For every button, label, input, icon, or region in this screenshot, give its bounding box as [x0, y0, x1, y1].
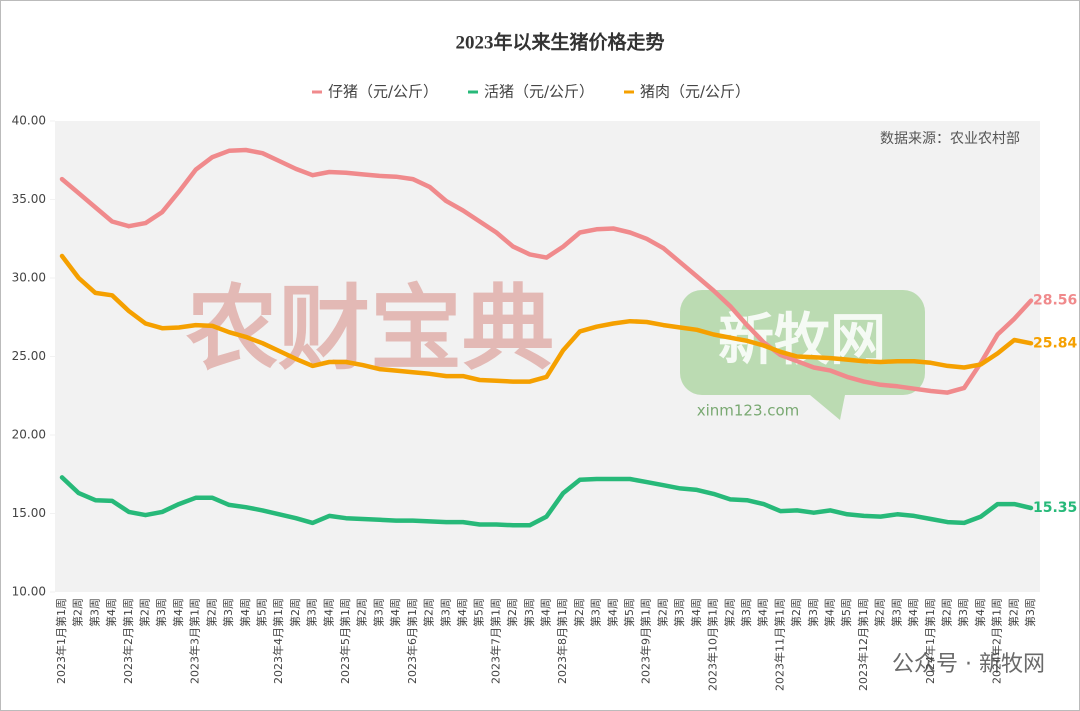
x-tick-label: 第4周	[455, 598, 469, 627]
x-tick-label: 2024年1月第1周	[923, 598, 937, 684]
x-tick-label: 第4周	[973, 598, 987, 627]
x-tick-label: 第4周	[689, 598, 703, 627]
x-tick-label: 第2周	[1006, 598, 1020, 627]
x-tick-label: 第4周	[388, 598, 402, 627]
x-tick-label: 第2周	[722, 598, 736, 627]
x-tick-label: 第3周	[221, 598, 235, 627]
y-tick-label: 30.00	[12, 271, 46, 285]
x-tick-label: 第3周	[672, 598, 686, 627]
x-tick-label: 第2周	[71, 598, 85, 627]
x-tick-label: 2023年11月第1周	[772, 598, 786, 691]
x-tick-label: 第3周	[87, 598, 101, 627]
x-tick-label: 2023年5月第1周	[338, 598, 352, 684]
chart-title: 2023年以来生猪价格走势	[455, 30, 664, 53]
x-tick-label: 2023年4月第1周	[271, 598, 285, 684]
x-tick-label: 第5周	[622, 598, 636, 627]
x-tick-label: 第3周	[739, 598, 753, 627]
x-tick-label: 2023年12月第1周	[856, 598, 870, 691]
x-tick-label: 2023年8月第1周	[555, 598, 569, 684]
end-value-label: 28.56	[1033, 293, 1077, 309]
x-tick-label: 2023年1月第1周	[54, 598, 68, 684]
y-tick-label: 15.00	[12, 506, 46, 520]
x-tick-label: 第3周	[522, 598, 536, 627]
legend-label: 猪肉（元/公斤）	[640, 83, 750, 101]
x-tick-label: 第3周	[956, 598, 970, 627]
x-tick-label: 第5周	[839, 598, 853, 627]
x-tick-label: 第3周	[589, 598, 603, 627]
x-tick-label: 第4周	[756, 598, 770, 627]
x-tick-label: 第3周	[305, 598, 319, 627]
x-tick-label: 第3周	[806, 598, 820, 627]
x-tick-label: 第5周	[254, 598, 268, 627]
x-tick-label: 2023年9月第1周	[639, 598, 653, 684]
x-tick-label: 第4周	[321, 598, 335, 627]
x-tick-label: 2023年10月第1周	[706, 598, 720, 691]
x-tick-label: 第2周	[789, 598, 803, 627]
y-tick-label: 10.00	[12, 585, 46, 599]
x-tick-label: 第2周	[355, 598, 369, 627]
x-tick-label: 第4周	[238, 598, 252, 627]
x-tick-label: 2023年7月第1周	[488, 598, 502, 684]
x-tick-label: 第2周	[939, 598, 953, 627]
x-tick-label: 2024年2月第1周	[990, 598, 1004, 684]
watermark: 公众号 · 新牧网	[892, 652, 1045, 677]
x-tick-label: 第2周	[288, 598, 302, 627]
x-tick-label: 第4周	[823, 598, 837, 627]
watermark: xinm123.com	[697, 402, 800, 420]
x-tick-label: 2023年3月第1周	[188, 598, 202, 684]
end-value-label: 15.35	[1033, 500, 1077, 516]
x-tick-label: 第2周	[204, 598, 218, 627]
legend-label: 仔猪（元/公斤）	[328, 83, 438, 101]
x-tick-label: 第4周	[605, 598, 619, 627]
x-tick-label: 第2周	[655, 598, 669, 627]
x-tick-label: 2023年2月第1周	[121, 598, 135, 684]
x-tick-label: 2023年6月第1周	[405, 598, 419, 684]
x-tick-label: 第3周	[154, 598, 168, 627]
x-tick-label: 第2周	[505, 598, 519, 627]
x-tick-label: 第4周	[906, 598, 920, 627]
x-tick-label: 第2周	[138, 598, 152, 627]
x-tick-label: 第3周	[371, 598, 385, 627]
x-tick-label: 第4周	[104, 598, 118, 627]
x-tick-label: 第2周	[873, 598, 887, 627]
series-line	[59, 253, 1034, 384]
x-tick-label: 第4周	[539, 598, 553, 627]
legend-label: 活猪（元/公斤）	[484, 83, 594, 101]
series-line	[59, 475, 1034, 528]
x-tick-label: 第4周	[171, 598, 185, 627]
x-tick-label: 第3周	[438, 598, 452, 627]
y-tick-label: 20.00	[12, 428, 46, 442]
y-tick-label: 25.00	[12, 349, 46, 363]
watermark-logo	[810, 395, 845, 420]
source-note: 数据来源：农业农村部	[880, 131, 1020, 147]
x-tick-label: 第3周	[1023, 598, 1037, 627]
y-tick-label: 35.00	[12, 192, 46, 206]
x-tick-label: 第3周	[889, 598, 903, 627]
end-value-label: 25.84	[1033, 335, 1078, 351]
series-line	[59, 147, 1034, 395]
x-tick-label: 第2周	[572, 598, 586, 627]
y-tick-label: 40.00	[12, 114, 46, 128]
x-tick-label: 第5周	[472, 598, 486, 627]
x-tick-label: 第2周	[422, 598, 436, 627]
